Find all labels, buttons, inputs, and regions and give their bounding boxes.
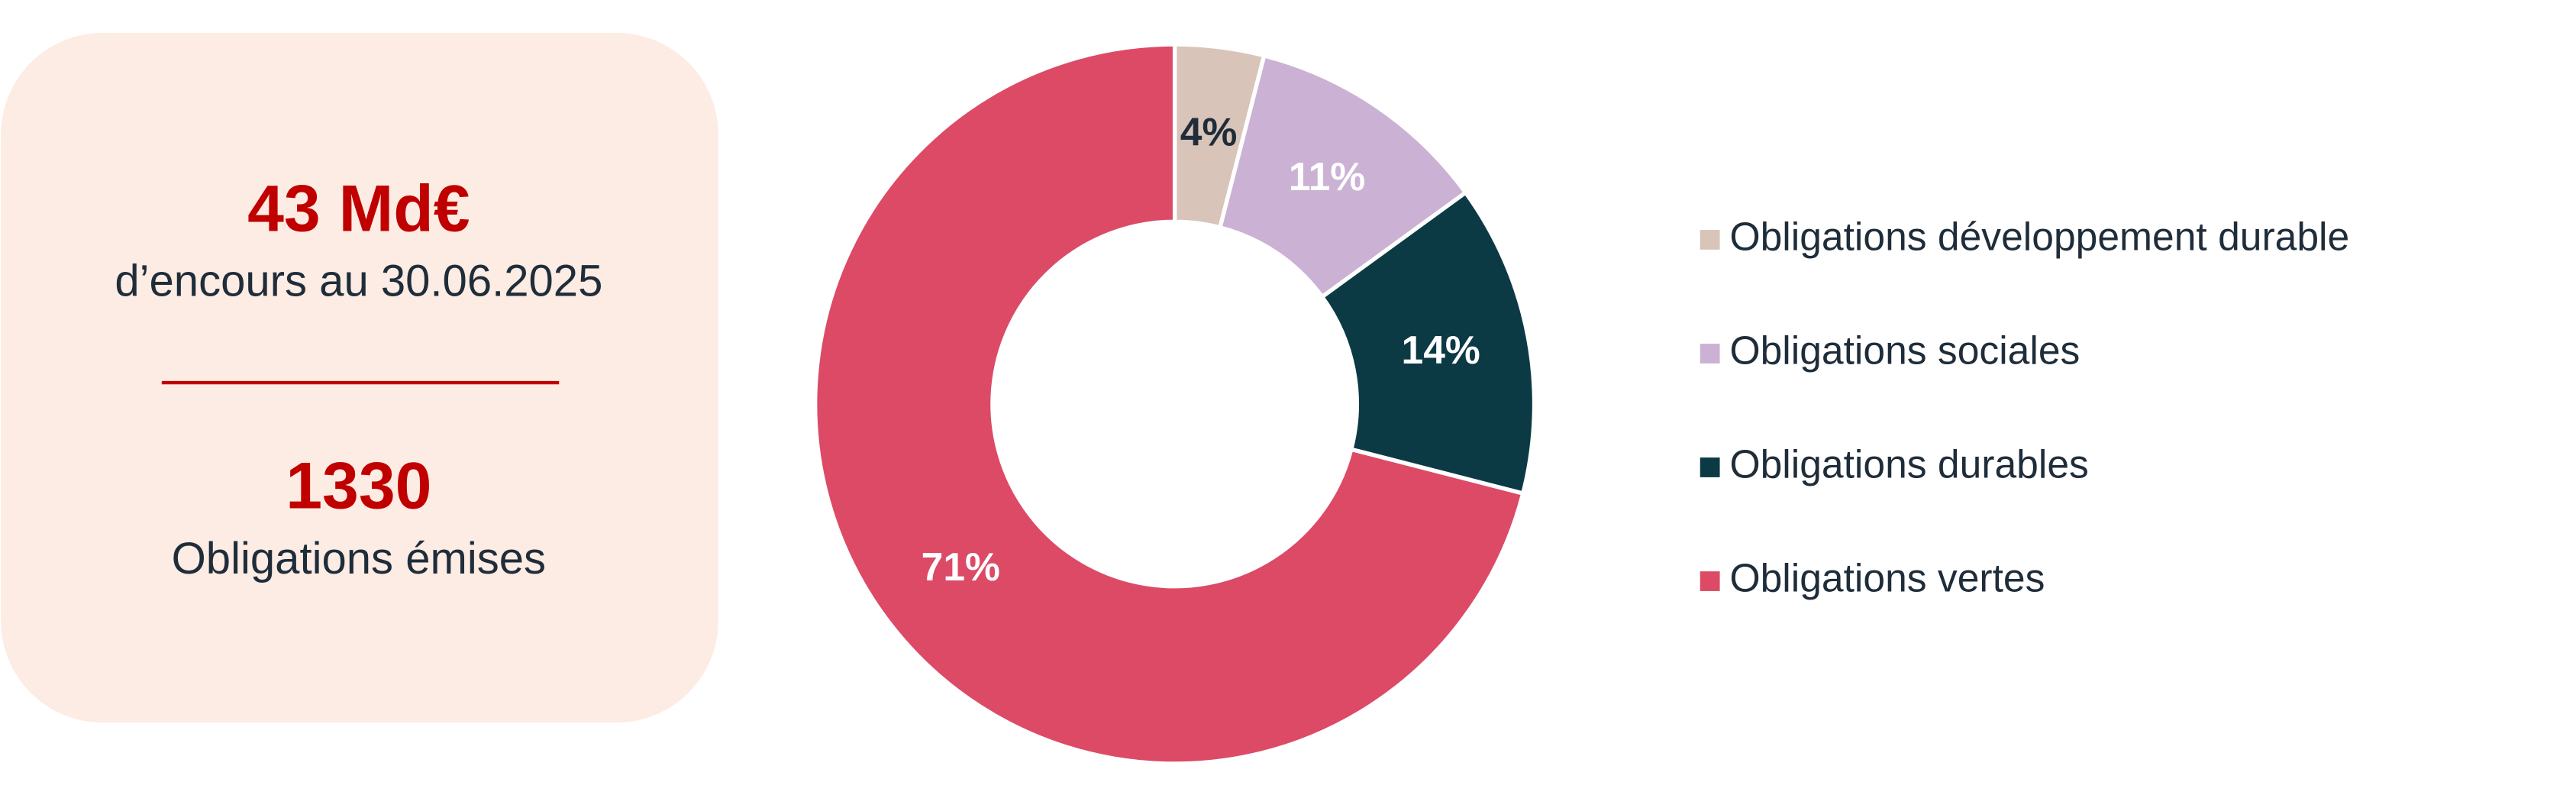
legend-marker [1700, 457, 1720, 477]
legend-marker [1700, 344, 1720, 364]
summary-card: 43 Md€ d’encours au 30.06.2025 1330 Obli… [1, 33, 718, 723]
slice [813, 42, 1526, 766]
legend-label: Obligations durables [1729, 442, 2088, 486]
value-label: 4% [1180, 110, 1238, 154]
amount: 43 Md€ [247, 172, 470, 245]
count: 1330 [286, 450, 431, 523]
value-label: 71% [922, 545, 1000, 589]
legend-marker [1700, 571, 1720, 591]
count-caption: Obligations émises [172, 534, 546, 583]
amount-caption: d’encours au 30.06.2025 [115, 256, 602, 305]
slice [1319, 189, 1537, 496]
legend-label: Obligations développement durable [1729, 215, 2349, 259]
card-background [1, 33, 718, 723]
legend-label: Obligations sociales [1729, 328, 2080, 373]
value-label: 14% [1402, 328, 1480, 372]
value-label: 11% [1289, 154, 1365, 199]
legend-label: Obligations vertes [1729, 556, 2045, 600]
legend-marker [1700, 230, 1720, 250]
